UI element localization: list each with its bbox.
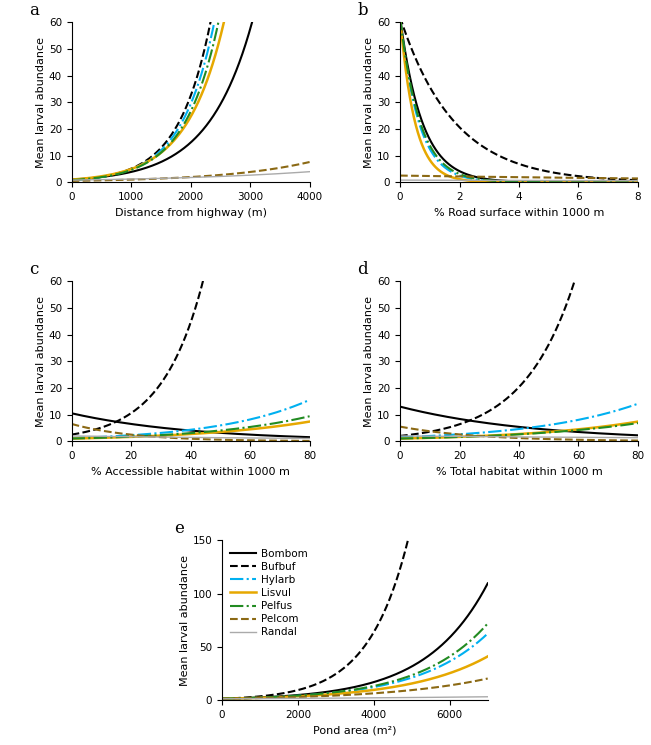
Text: b: b [357, 2, 368, 19]
X-axis label: Distance from highway (m): Distance from highway (m) [115, 208, 267, 218]
Text: d: d [357, 261, 368, 278]
Text: c: c [29, 261, 38, 278]
Text: e: e [174, 520, 184, 537]
Y-axis label: Mean larval abundance: Mean larval abundance [36, 296, 46, 427]
Y-axis label: Mean larval abundance: Mean larval abundance [365, 37, 374, 168]
X-axis label: Pond area (m²): Pond area (m²) [313, 726, 396, 735]
Y-axis label: Mean larval abundance: Mean larval abundance [365, 296, 374, 427]
X-axis label: % Accessible habitat within 1000 m: % Accessible habitat within 1000 m [91, 466, 290, 477]
X-axis label: % Road surface within 1000 m: % Road surface within 1000 m [434, 208, 604, 218]
Legend: Bombom, Bufbuf, Hylarb, Lisvul, Pelfus, Pelcom, Randal: Bombom, Bufbuf, Hylarb, Lisvul, Pelfus, … [227, 545, 311, 641]
X-axis label: % Total habitat within 1000 m: % Total habitat within 1000 m [436, 466, 602, 477]
Text: a: a [29, 2, 38, 19]
Y-axis label: Mean larval abundance: Mean larval abundance [36, 37, 46, 168]
Y-axis label: Mean larval abundance: Mean larval abundance [180, 555, 189, 686]
